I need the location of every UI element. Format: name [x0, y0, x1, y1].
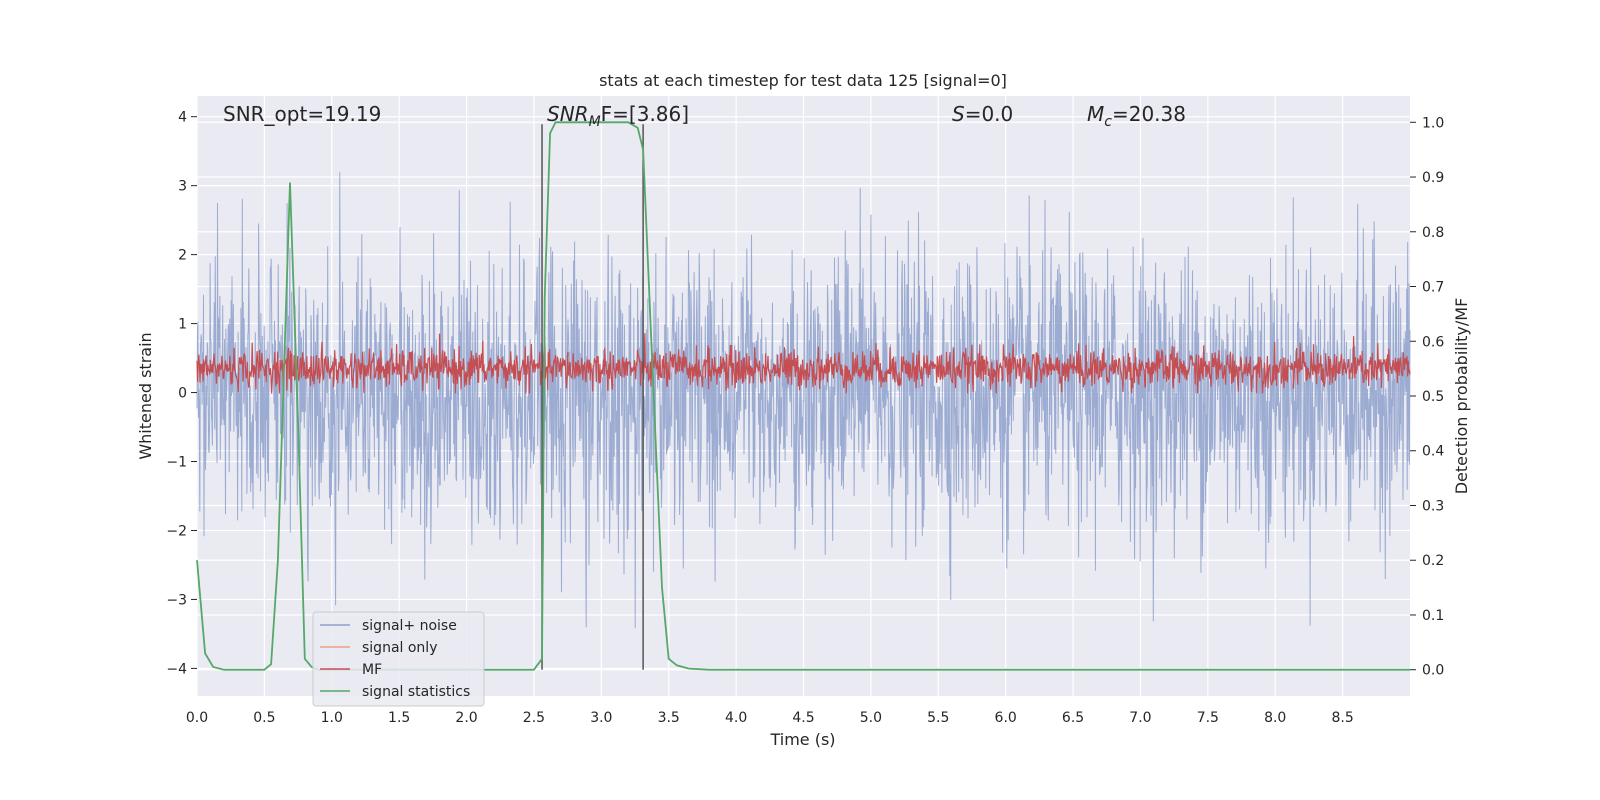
y2-tick-label: 1.0	[1422, 115, 1444, 131]
annotation-s-italic: S	[952, 102, 965, 126]
y2-tick-label: 0.9	[1422, 170, 1444, 186]
stats-line	[196, 121, 1410, 671]
legend-box	[312, 611, 485, 707]
y2-tick-label: 0.6	[1422, 334, 1444, 350]
y-tick-label: 1	[178, 317, 187, 333]
x-tick-label: 0.0	[186, 710, 208, 726]
annotation-snr-mf-rest: F=[3.86]	[601, 102, 689, 126]
y-axis-ticks: 4 3 2 1 0 −1 −2 −3 −4	[166, 110, 197, 677]
x-tick-label: 2.5	[523, 710, 545, 726]
x-tick-label: 0.5	[253, 710, 275, 726]
x-tick-label: 4.0	[725, 710, 747, 726]
x-tick-label: 5.0	[860, 710, 882, 726]
mf-series	[196, 333, 1411, 394]
y-tick-label: −2	[166, 523, 187, 539]
annotation-snr-mf: SNRMF=[3.86]	[547, 102, 689, 130]
y-tick-label: 0	[178, 386, 187, 402]
legend-label-noise: signal+ noise	[362, 618, 457, 634]
y2-tick-label: 0.4	[1422, 444, 1444, 460]
y-tick-label: 4	[178, 110, 187, 126]
stats-series	[196, 121, 1410, 671]
x-tick-label: 1.5	[388, 710, 410, 726]
y2-tick-label: 0.8	[1422, 225, 1444, 241]
y2-tick-label: 0.7	[1422, 280, 1444, 296]
x-tick-label: 7.5	[1197, 710, 1219, 726]
y2-tick-label: 0.3	[1422, 498, 1444, 514]
x-tick-label: 1.0	[321, 710, 343, 726]
y2-axis-label: Detection probability/MF	[1452, 298, 1471, 495]
x-tick-label: 2.0	[455, 710, 477, 726]
legend-label-stats: signal statistics	[362, 684, 470, 700]
y-tick-label: −4	[166, 661, 187, 677]
x-tick-label: 3.0	[590, 710, 612, 726]
x-tick-label: 3.5	[658, 710, 680, 726]
y-axis-label: Whitened strain	[136, 332, 155, 459]
y2-tick-label: 0.2	[1422, 553, 1444, 569]
y-tick-label: −1	[166, 455, 187, 471]
x-tick-label: 5.5	[927, 710, 949, 726]
annotation-s: S=0.0	[952, 102, 1013, 126]
chart-title: stats at each timestep for test data 125…	[599, 71, 1007, 90]
legend: signal+ noise signal only MF signal stat…	[312, 611, 485, 707]
y2-axis-ticks: 1.0 0.9 0.8 0.7 0.6 0.5 0.4 0.3 0.2 0.1 0.0	[1410, 115, 1444, 679]
x-tick-label: 8.5	[1331, 710, 1353, 726]
y2-tick-label: 0.1	[1422, 608, 1444, 624]
legend-label-mf: MF	[362, 662, 382, 678]
annotation-snr-mf-base: SNR	[547, 102, 589, 126]
y-tick-label: 3	[178, 179, 187, 195]
annotation-mc-rest: =20.38	[1112, 102, 1186, 126]
annotation-snr-mf-sub: M	[589, 114, 601, 130]
x-tick-label: 7.0	[1129, 710, 1151, 726]
x-tick-label: 8.0	[1264, 710, 1286, 726]
annotation-mc-base: M	[1087, 102, 1104, 126]
y-tick-label: −3	[166, 592, 187, 608]
annotation-snr-opt: SNR_opt=19.19	[223, 102, 381, 126]
y-tick-label: 2	[178, 248, 187, 264]
x-axis-label: Time (s)	[769, 730, 835, 749]
x-tick-label: 6.5	[1062, 710, 1084, 726]
annotation-mc: Mc=20.38	[1087, 102, 1186, 130]
x-tick-label: 6.0	[995, 710, 1017, 726]
annotation-mc-sub: c	[1104, 114, 1112, 130]
legend-label-signal: signal only	[362, 640, 437, 656]
x-axis-ticks: 0.0 0.5 1.0 1.5 2.0 2.5 3.0 3.5 4.0 4.5 5.0 5.5 6.0 6…	[186, 710, 1354, 726]
x-tick-label: 4.5	[792, 710, 814, 726]
mf-line	[196, 333, 1411, 394]
annotation-s-rest: =0.0	[965, 102, 1014, 126]
y2-tick-label: 0.5	[1422, 389, 1444, 405]
y2-tick-label: 0.0	[1422, 663, 1444, 679]
